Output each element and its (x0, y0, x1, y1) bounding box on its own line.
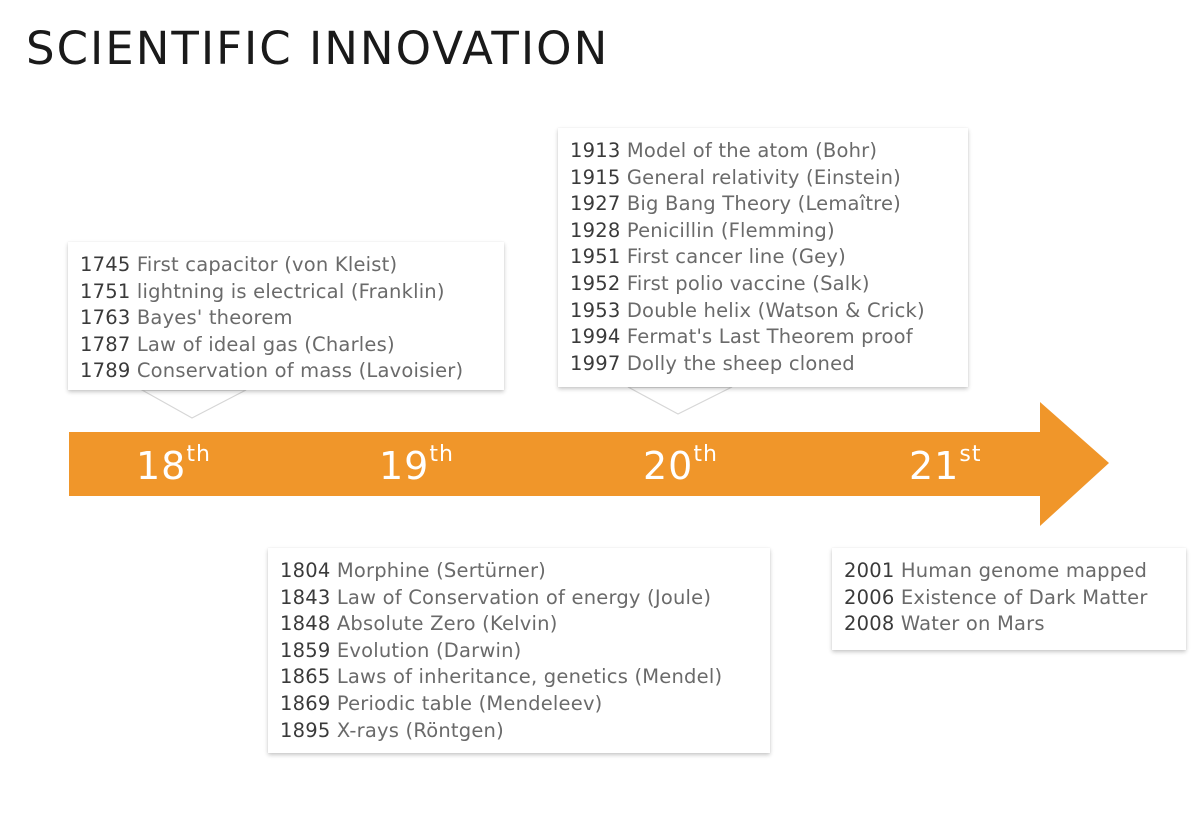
page-title: SCIENTIFIC INNOVATION (26, 22, 610, 75)
event-description: Periodic table (Mendeleev) (336, 691, 603, 715)
event-row: 1994 Fermat's Last Theorem proof (570, 324, 956, 351)
event-row: 1915 General relativity (Einstein) (570, 165, 956, 192)
event-row: 1895 X-rays (Röntgen) (280, 718, 758, 745)
event-description: Bayes' theorem (136, 306, 293, 330)
callout-box-19th: 1804 Morphine (Sertürner) 1843 Law of Con… (268, 548, 770, 753)
event-description: First cancer line (Gey) (626, 245, 846, 269)
event-year: 1789 (80, 359, 131, 383)
event-description: Water on Mars (900, 612, 1045, 636)
callout-box-18th: 1745 First capacitor (von Kleist) 1751 li… (68, 242, 504, 390)
event-description: Absolute Zero (Kelvin) (336, 612, 558, 636)
timeline-arrow (69, 402, 1109, 526)
event-description: Laws of inheritance, genetics (Mendel) (336, 665, 723, 689)
event-row: 1951 First cancer line (Gey) (570, 244, 956, 271)
century-label-20th: 20th (643, 442, 718, 488)
event-description: Existence of Dark Matter (900, 585, 1148, 609)
event-row: 1927 Big Bang Theory (Lemaître) (570, 191, 956, 218)
event-row: 1865 Laws of inheritance, genetics (Mend… (280, 664, 758, 691)
event-description: Double helix (Watson & Crick) (626, 298, 925, 322)
event-row: 1928 Penicillin (Flemming) (570, 218, 956, 245)
event-year: 2006 (844, 585, 895, 609)
event-year: 1913 (570, 139, 621, 162)
event-row: 1848 Absolute Zero (Kelvin) (280, 611, 758, 638)
event-description: Law of Conservation of energy (Joule) (336, 585, 712, 609)
event-year: 2001 (844, 559, 895, 582)
event-description: Model of the atom (Bohr) (626, 139, 878, 162)
event-year: 1848 (280, 612, 331, 636)
event-row: 1913 Model of the atom (Bohr) (570, 138, 956, 165)
event-row: 1859 Evolution (Darwin) (280, 638, 758, 665)
event-description: Morphine (Sertürner) (336, 559, 546, 582)
century-label-21st: 21st (909, 442, 982, 488)
event-description: Evolution (Darwin) (336, 638, 522, 662)
event-description: First polio vaccine (Salk) (626, 271, 870, 295)
event-year: 1953 (570, 298, 621, 322)
event-description: Penicillin (Flemming) (626, 218, 835, 242)
event-description: First capacitor (von Kleist) (136, 253, 398, 276)
event-year: 1952 (570, 271, 621, 295)
event-row: 2008 Water on Mars (844, 611, 1174, 638)
event-year: 1745 (80, 253, 131, 276)
event-description: Human genome mapped (900, 559, 1148, 582)
callout-pointer-20th (627, 386, 733, 415)
callout-pointer-18th (139, 389, 247, 419)
event-row: 1745 First capacitor (von Kleist) (80, 252, 492, 279)
event-year: 1865 (280, 665, 331, 689)
event-row: 2001 Human genome mapped (844, 558, 1174, 585)
century-label-19th: 19th (379, 442, 454, 488)
event-year: 1869 (280, 691, 331, 715)
century-label-18th: 18th (136, 442, 211, 488)
event-year: 1994 (570, 325, 621, 349)
event-description: Big Bang Theory (Lemaître) (626, 192, 901, 216)
event-year: 1804 (280, 559, 331, 582)
event-row: 1751 lightning is electrical (Franklin) (80, 279, 492, 306)
event-year: 1895 (280, 718, 331, 742)
event-year: 1951 (570, 245, 621, 269)
event-description: Law of ideal gas (Charles) (136, 332, 395, 356)
event-year: 1859 (280, 638, 331, 662)
event-year: 1927 (570, 192, 621, 216)
event-row: 1869 Periodic table (Mendeleev) (280, 691, 758, 718)
event-year: 2008 (844, 612, 895, 636)
event-row: 1804 Morphine (Sertürner) (280, 558, 758, 585)
event-description: Fermat's Last Theorem proof (626, 325, 913, 349)
callout-box-21st: 2001 Human genome mapped 2006 Existence o… (832, 548, 1186, 650)
event-row: 2006 Existence of Dark Matter (844, 585, 1174, 612)
event-row: 1843 Law of Conservation of energy (Joul… (280, 585, 758, 612)
event-row: 1787 Law of ideal gas (Charles) (80, 332, 492, 359)
callout-box-20th: 1913 Model of the atom (Bohr) 1915 Genera… (558, 128, 968, 387)
event-row: 1952 First polio vaccine (Salk) (570, 271, 956, 298)
event-row: 1953 Double helix (Watson & Crick) (570, 298, 956, 325)
event-year: 1787 (80, 332, 131, 356)
event-row: 1763 Bayes' theorem (80, 305, 492, 332)
event-row: 1789 Conservation of mass (Lavoisier) (80, 358, 492, 385)
event-description: General relativity (Einstein) (626, 165, 901, 189)
event-row: 1997 Dolly the sheep cloned (570, 351, 956, 378)
event-year: 1751 (80, 279, 131, 303)
event-description: Dolly the sheep cloned (626, 351, 855, 375)
event-year: 1928 (570, 218, 621, 242)
event-year: 1763 (80, 306, 131, 330)
event-year: 1997 (570, 351, 621, 375)
event-year: 1843 (280, 585, 331, 609)
event-description: X-rays (Röntgen) (336, 718, 504, 742)
event-description: Conservation of mass (Lavoisier) (136, 359, 464, 383)
event-description: lightning is electrical (Franklin) (136, 279, 445, 303)
event-year: 1915 (570, 165, 621, 189)
